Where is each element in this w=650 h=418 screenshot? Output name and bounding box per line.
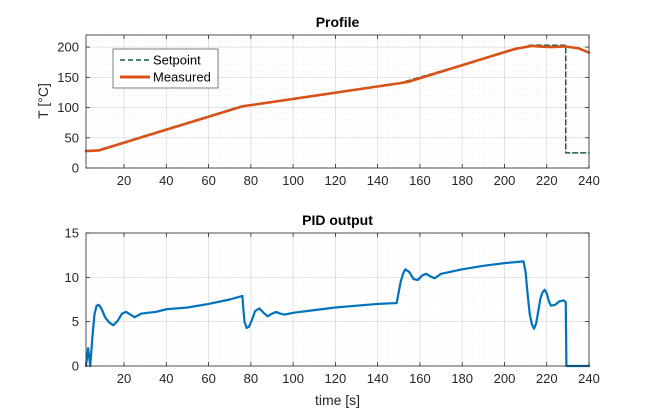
pid-xtick-label: 200 — [494, 371, 516, 386]
pid-ticks: 20 40 60 80 100 120 140 160 180 200 220 240 0 5 10 15 — [65, 226, 600, 387]
profile-xtick-label: 140 — [367, 173, 389, 188]
profile-series — [84, 44, 591, 154]
profile-ticks: 20 40 60 80 100 120 140 160 180 200 220 240 0 50 100 15… — [57, 35, 600, 188]
profile-series-measured — [84, 44, 591, 153]
profile-axes-box — [85, 34, 590, 169]
pid-xtick-label: 20 — [117, 371, 131, 386]
legend-measured-label: Measured — [153, 70, 211, 85]
pid-ytick-label: 0 — [72, 359, 79, 374]
pid-title: PID output — [302, 212, 373, 228]
profile-xtick-label: 40 — [159, 173, 173, 188]
pid-series-pid-output — [84, 260, 591, 368]
profile-xtick-label: 180 — [451, 173, 473, 188]
profile-legend: Setpoint Measured — [112, 48, 219, 89]
legend-box — [112, 48, 219, 89]
pid-plot-area — [86, 233, 589, 366]
pid-axes-box — [85, 232, 590, 367]
pid-xtick-label: 220 — [536, 371, 558, 386]
profile-ylabel: T [°C] — [35, 83, 51, 119]
pid-ytick-label: 10 — [65, 270, 79, 285]
profile-xtick-label: 60 — [201, 173, 215, 188]
profile-ytick-label: 150 — [57, 70, 79, 85]
pid-ytick-label: 5 — [72, 314, 79, 329]
pid-xtick-label: 140 — [367, 371, 389, 386]
pid-xtick-label: 120 — [325, 371, 347, 386]
pid-series — [84, 260, 591, 368]
profile-xtick-label: 20 — [117, 173, 131, 188]
profile-ytick-label: 100 — [57, 100, 79, 115]
pid-xtick-label: 180 — [451, 371, 473, 386]
profile-xtick-label: 200 — [494, 173, 516, 188]
profile-xtick-label: 120 — [325, 173, 347, 188]
profile-ytick-label: 0 — [72, 161, 79, 176]
pid-xtick-label: 240 — [578, 371, 600, 386]
profile-axes: 20 40 60 80 100 120 140 160 180 200 220 240 0 50 100 15… — [35, 14, 600, 188]
profile-ytick-label: 200 — [57, 40, 79, 55]
pid-ytick-label: 15 — [65, 226, 79, 241]
profile-grid — [86, 34, 590, 169]
profile-xtick-label: 220 — [536, 173, 558, 188]
pid-xtick-label: 160 — [409, 371, 431, 386]
pid-axes: 20 40 60 80 100 120 140 160 180 200 220 240 0 5 10 15 P… — [65, 212, 600, 408]
pid-xtick-label: 80 — [244, 371, 258, 386]
profile-xtick-label: 100 — [282, 173, 304, 188]
profile-xtick-label: 240 — [578, 173, 600, 188]
profile-xtick-label: 160 — [409, 173, 431, 188]
pid-xtick-label: 60 — [201, 371, 215, 386]
pid-xtick-label: 100 — [282, 371, 304, 386]
profile-xtick-label: 80 — [244, 173, 258, 188]
pid-xlabel: time [s] — [315, 392, 360, 408]
legend-setpoint-label: Setpoint — [153, 53, 201, 68]
profile-ytick-label: 50 — [65, 130, 79, 145]
pid-xtick-label: 40 — [159, 371, 173, 386]
profile-title: Profile — [316, 14, 360, 30]
